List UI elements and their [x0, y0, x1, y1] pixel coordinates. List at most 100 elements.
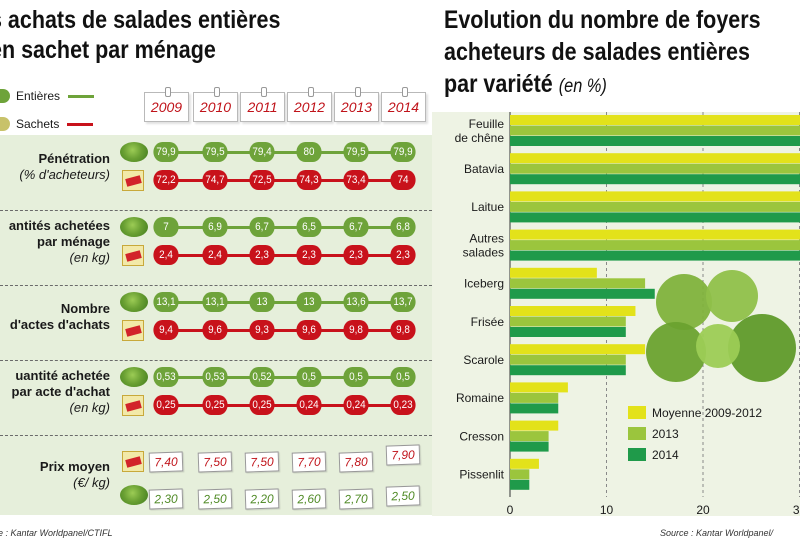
legend-swatch [628, 448, 646, 461]
bar-moyenne-2009-2012 [510, 115, 800, 125]
year-header-2009: 2009 [144, 87, 189, 122]
price-sachets-value: 7,70 [291, 451, 327, 473]
sachets-value: 9,4 [153, 320, 179, 340]
sachets-line [166, 329, 403, 332]
bar-moyenne-2009-2012 [510, 344, 646, 355]
category-label: Cresson [459, 429, 504, 443]
bar-2014 [510, 174, 800, 185]
lettuce-illustration [646, 322, 706, 382]
right-source: Source : Kantar Worldpanel/ [660, 528, 774, 538]
bar-chart: 01020304050Feuillede chêneBataviaLaitueA… [432, 112, 800, 517]
legend-swatch [628, 427, 646, 440]
legend-label: Entières [16, 89, 61, 103]
sachets-value: 2,4 [153, 245, 179, 265]
bar-2013 [510, 201, 800, 212]
bar-moyenne-2009-2012 [510, 153, 800, 164]
bar-2014 [510, 365, 626, 376]
entieres-value: 80 [296, 142, 322, 162]
lettuce-icon [120, 217, 148, 237]
row-separator [0, 210, 432, 211]
row-label-italic: (€/ kg) [73, 475, 110, 490]
row-label-italic: (en kg) [69, 400, 110, 415]
entieres-line [166, 151, 403, 154]
entieres-line [166, 226, 403, 229]
bar-2013 [510, 163, 800, 174]
year-header-2014: 2014 [381, 87, 426, 122]
bag-icon [122, 451, 144, 472]
left-title-line2: en sachet par ménage [0, 36, 216, 64]
entieres-value: 0,52 [249, 367, 275, 387]
lettuce-illustration [656, 274, 712, 330]
sachets-value: 0,23 [390, 395, 416, 415]
sachets-line [166, 254, 403, 257]
sachets-value: 9,8 [343, 320, 369, 340]
year-header-2012: 2012 [287, 87, 332, 122]
category-label: Frisée [471, 315, 505, 329]
category-label: de chêne [455, 131, 505, 145]
row-separator [0, 285, 432, 286]
sachets-value: 72,5 [249, 170, 275, 190]
category-label: Romaine [456, 391, 504, 405]
price-entieres-value: 2,50 [385, 485, 421, 507]
row-label-bold: par acte d'achat [11, 384, 110, 399]
entieres-value: 6,7 [343, 217, 369, 237]
legend-item-sachets: Sachets [0, 116, 94, 132]
bar-moyenne-2009-2012 [510, 267, 597, 278]
bag-icon [122, 395, 144, 416]
entieres-value: 0,53 [202, 367, 228, 387]
sachets-value: 74 [390, 170, 416, 190]
row-label-bold: d'actes d'achats [9, 317, 110, 332]
row-label-bold: par ménage [37, 234, 110, 249]
year-header-2013: 2013 [334, 87, 379, 122]
entieres-value: 79,9 [153, 142, 179, 162]
legend-item-entieres: Entières [0, 88, 95, 104]
bag-icon [122, 245, 144, 266]
row-label-0: Pénétration (% d'acheteurs) [19, 151, 110, 183]
entieres-value: 79,5 [202, 142, 228, 162]
legend-label: 2014 [652, 448, 679, 462]
bar-moyenne-2009-2012 [510, 420, 559, 431]
price-sachets-value: 7,90 [385, 444, 421, 466]
bag-icon [122, 170, 144, 191]
sachets-line [166, 179, 403, 182]
sachets-value: 2,4 [202, 245, 228, 265]
lettuce-icon [0, 89, 10, 103]
bag-icon [122, 320, 144, 341]
bar-2014 [510, 327, 626, 337]
x-tick-label: 20 [696, 503, 710, 517]
sachets-value: 72,2 [153, 170, 179, 190]
right-title-line2: acheteurs de salades entières [444, 38, 750, 66]
row-separator [0, 435, 432, 436]
year-header-2010: 2010 [193, 87, 238, 122]
bar-2013 [510, 240, 800, 251]
bar-2013 [510, 392, 559, 403]
row-label-italic: (% d'acheteurs) [19, 167, 110, 182]
left-title-line1: s achats de salades entières [0, 6, 281, 34]
entieres-value: 13,1 [202, 292, 228, 312]
lettuce-illustration [696, 324, 740, 368]
sachets-value: 2,3 [390, 245, 416, 265]
category-label: Laitue [471, 200, 504, 214]
bar-2014 [510, 403, 559, 414]
bar-2013 [510, 469, 530, 480]
entieres-value: 6,9 [202, 217, 228, 237]
price-entieres-value: 2,50 [197, 488, 233, 510]
sachets-value: 74,7 [202, 170, 228, 190]
bar-2013 [510, 431, 549, 442]
entieres-value: 79,4 [249, 142, 275, 162]
bar-moyenne-2009-2012 [510, 229, 800, 240]
entieres-value: 13,7 [390, 292, 416, 312]
x-tick-label: 30 [793, 503, 800, 517]
row-label-price: Prix moyen (€/ kg) [40, 459, 110, 491]
price-sachets-value: 7,40 [148, 451, 184, 473]
legend-line [68, 94, 95, 98]
bar-moyenne-2009-2012 [510, 458, 539, 469]
left-panel: s achats de salades entières en sachet p… [0, 0, 432, 550]
right-title-line3: par variété (en %) [444, 70, 607, 101]
sachets-value: 9,6 [296, 320, 322, 340]
row-label-2: Nombre d'actes d'achats [10, 301, 110, 333]
right-title-line1: Evolution du nombre de foyers [444, 6, 761, 34]
year-header-2011: 2011 [240, 87, 285, 122]
row-separator [0, 360, 432, 361]
row-label-3: uantité achetée par acte d'achat (en kg) [12, 368, 110, 416]
